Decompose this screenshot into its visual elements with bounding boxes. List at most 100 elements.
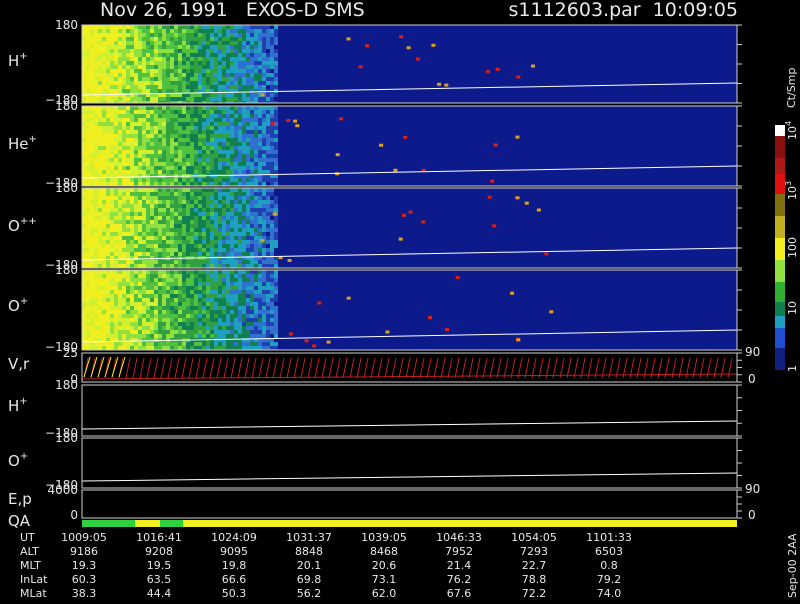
spectrogram-cell bbox=[182, 33, 186, 37]
spectrogram-speck bbox=[278, 256, 283, 260]
spectrogram-cell bbox=[126, 118, 130, 122]
spectrogram-cell bbox=[262, 97, 266, 101]
spectrogram-cell bbox=[238, 204, 242, 208]
spectrogram-cell bbox=[214, 278, 218, 282]
spectrogram-cell bbox=[138, 220, 142, 224]
spectrogram-cell bbox=[178, 270, 182, 274]
spectrogram-cell bbox=[230, 232, 234, 236]
spectrogram-cell bbox=[146, 310, 150, 314]
spectrogram-cell bbox=[246, 158, 250, 162]
spectrogram-cell bbox=[162, 29, 166, 33]
spectrogram-cell bbox=[218, 154, 222, 158]
spectrogram-cell bbox=[270, 142, 274, 146]
spectrogram-cell bbox=[86, 122, 90, 126]
spectrogram-cell bbox=[198, 138, 202, 142]
spectrogram-cell bbox=[246, 118, 250, 122]
spectrogram-cell bbox=[206, 228, 210, 232]
spectrogram-cell bbox=[126, 101, 130, 103]
footer-value: 1039:05 bbox=[361, 531, 407, 544]
spectrogram-cell bbox=[82, 330, 86, 334]
spectrogram-cell bbox=[122, 53, 126, 57]
spectrogram-cell bbox=[206, 216, 210, 220]
spectrogram-cell bbox=[102, 330, 106, 334]
spectrogram-cell bbox=[262, 49, 266, 53]
spectrogram-cell bbox=[206, 334, 210, 338]
spectrogram-cell bbox=[110, 118, 114, 122]
spectrogram-cell bbox=[250, 302, 254, 306]
spectrogram-cell bbox=[194, 248, 198, 252]
spectrogram-cell bbox=[198, 134, 202, 138]
spectrogram-cell bbox=[218, 204, 222, 208]
spectrogram-cell bbox=[246, 270, 250, 274]
spectrogram-cell bbox=[214, 182, 218, 186]
spectrogram-cell bbox=[102, 220, 106, 224]
spectrogram-cell bbox=[138, 204, 142, 208]
spectrogram-cell bbox=[126, 162, 130, 166]
spectrogram-cell bbox=[262, 134, 266, 138]
spectrogram-cell bbox=[98, 29, 102, 33]
spectrogram-cell bbox=[82, 256, 86, 260]
spectrogram-cell bbox=[202, 158, 206, 162]
spectrogram-cell bbox=[266, 61, 270, 65]
spectrogram-cell bbox=[234, 89, 238, 93]
spectrogram-cell bbox=[126, 57, 130, 61]
spectrogram-cell bbox=[110, 81, 114, 85]
spectrogram-cell bbox=[150, 134, 154, 138]
spectrogram-cell bbox=[126, 45, 130, 49]
spectrogram-cell bbox=[218, 77, 222, 81]
spectrogram-speck bbox=[295, 124, 300, 128]
spectrogram-cell bbox=[110, 122, 114, 126]
spectrogram-cell bbox=[258, 85, 262, 89]
spectrogram-cell bbox=[166, 278, 170, 282]
spectrogram-cell bbox=[254, 240, 258, 244]
spectrogram-cell bbox=[190, 326, 194, 330]
footer-value: 73.1 bbox=[372, 573, 397, 586]
spectrogram-cell bbox=[190, 25, 194, 29]
spectrogram-cell bbox=[246, 41, 250, 45]
spectrogram-cell bbox=[194, 342, 198, 346]
spectrogram-cell bbox=[222, 65, 226, 69]
spectrogram-cell bbox=[110, 326, 114, 330]
spectrogram-cell bbox=[258, 37, 262, 41]
spectrogram-cell bbox=[198, 101, 202, 103]
spectrogram-cell bbox=[134, 302, 138, 306]
spectrogram-cell bbox=[222, 282, 226, 286]
spectrogram-cell bbox=[106, 29, 110, 33]
spectrogram-cell bbox=[182, 310, 186, 314]
spectrogram-cell bbox=[102, 334, 106, 338]
spectrogram-cell bbox=[226, 220, 230, 224]
spectrogram-cell bbox=[182, 25, 186, 29]
spectrogram-cell bbox=[98, 310, 102, 314]
spectrogram-cell bbox=[214, 45, 218, 49]
spectrogram-cell bbox=[194, 170, 198, 174]
spectrogram-cell bbox=[142, 154, 146, 158]
spectrogram-cell bbox=[182, 182, 186, 186]
spectrogram-cell bbox=[218, 240, 222, 244]
spectrogram-cell bbox=[234, 33, 238, 37]
spectrogram-cell bbox=[122, 65, 126, 69]
spectrogram-cell bbox=[146, 224, 150, 228]
spectrogram-cell bbox=[226, 174, 230, 178]
spectrogram-cell bbox=[118, 346, 122, 350]
spectrogram-cell bbox=[142, 85, 146, 89]
spectrogram-cell bbox=[206, 212, 210, 216]
spectrogram-cell bbox=[90, 224, 94, 228]
spectrogram-cell bbox=[138, 146, 142, 150]
spectrogram-cell bbox=[114, 41, 118, 45]
spectrogram-cell bbox=[226, 89, 230, 93]
spectrogram-cell bbox=[258, 342, 262, 346]
spectrogram-cell bbox=[122, 89, 126, 93]
spectrogram-cell bbox=[118, 256, 122, 260]
spectrogram-cell bbox=[174, 154, 178, 158]
spectrogram-cell bbox=[238, 53, 242, 57]
spectrogram-cell bbox=[118, 162, 122, 166]
spectrogram-cell bbox=[154, 240, 158, 244]
spectrogram-cell bbox=[242, 318, 246, 322]
colorbar-segment bbox=[775, 328, 785, 348]
spectrogram-cell bbox=[186, 264, 190, 268]
spectrogram-cell bbox=[226, 81, 230, 85]
spectrogram-cell bbox=[166, 166, 170, 170]
spectrogram-cell bbox=[234, 294, 238, 298]
spectrogram-cell bbox=[230, 256, 234, 260]
spectrogram-cell bbox=[258, 73, 262, 77]
